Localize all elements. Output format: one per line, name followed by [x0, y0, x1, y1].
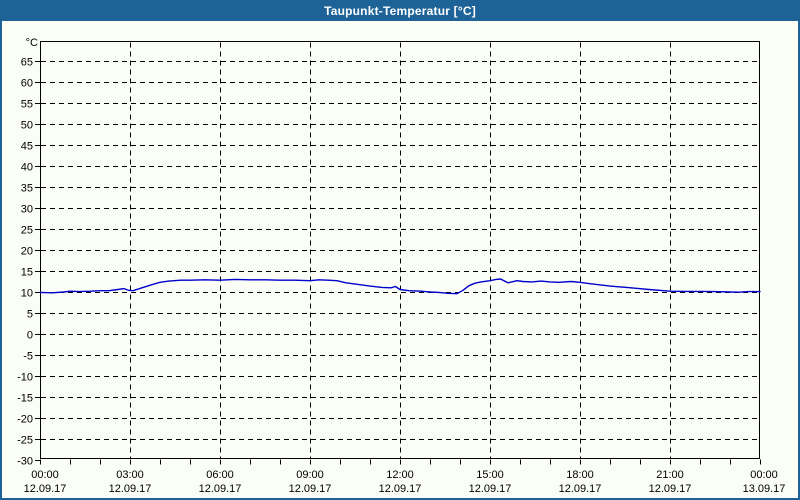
- x-time-label: 12:00: [386, 469, 414, 481]
- y-tick-label: 0: [27, 330, 33, 342]
- x-time-label: 21:00: [656, 469, 684, 481]
- x-time-label: 06:00: [206, 469, 234, 481]
- temperature-line: [39, 278, 761, 295]
- window-border-right: [798, 0, 800, 500]
- y-tick-label: 60: [21, 78, 33, 90]
- y-tick-label: 45: [21, 141, 33, 153]
- y-tick-label: 15: [21, 267, 33, 279]
- window-border-bottom: [0, 498, 800, 500]
- plot-frame: [40, 41, 760, 459]
- y-tick-label: -15: [17, 393, 33, 405]
- x-time-label: 18:00: [566, 469, 594, 481]
- x-time-label: 00:00: [31, 469, 59, 481]
- y-tick-label: 20: [21, 246, 33, 258]
- y-tick-label: 40: [21, 162, 33, 174]
- y-tick-label: 65: [21, 57, 33, 69]
- y-tick-label: -30: [17, 456, 33, 468]
- y-tick-label: -20: [17, 414, 33, 426]
- y-tick-label: -5: [23, 351, 33, 363]
- x-date-label: 12.09.17: [649, 483, 692, 495]
- x-time-label: 09:00: [296, 469, 324, 481]
- y-tick-label: -10: [17, 372, 33, 384]
- x-time-label: 03:00: [116, 469, 144, 481]
- y-tick-label: -25: [17, 435, 33, 447]
- x-time-label: 15:00: [476, 469, 504, 481]
- x-date-label: 13.09.17: [743, 483, 786, 495]
- x-time-label: 00:00: [750, 469, 778, 481]
- y-tick-label: 55: [21, 99, 33, 111]
- x-date-label: 12.09.17: [24, 483, 67, 495]
- x-date-label: 12.09.17: [469, 483, 512, 495]
- y-tick-label: 10: [21, 288, 33, 300]
- title-bar: Taupunkt-Temperatur [°C]: [0, 0, 800, 21]
- y-tick-label: 30: [21, 204, 33, 216]
- x-date-label: 12.09.17: [199, 483, 242, 495]
- x-date-label: 12.09.17: [109, 483, 152, 495]
- window-title: Taupunkt-Temperatur [°C]: [324, 3, 476, 18]
- window-border-left: [0, 0, 2, 500]
- y-tick-label: 25: [21, 225, 33, 237]
- x-date-label: 12.09.17: [379, 483, 422, 495]
- y-axis-unit-label: °C: [26, 37, 38, 49]
- y-tick-label: 35: [21, 183, 33, 195]
- y-tick-label: 5: [27, 309, 33, 321]
- y-tick-label: 50: [21, 120, 33, 132]
- x-date-label: 12.09.17: [559, 483, 602, 495]
- x-date-label: 12.09.17: [289, 483, 332, 495]
